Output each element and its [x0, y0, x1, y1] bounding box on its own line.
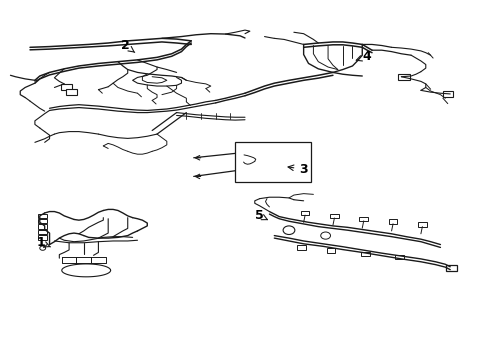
Bar — [443, 91, 453, 96]
Bar — [418, 222, 427, 226]
Circle shape — [283, 226, 295, 234]
Bar — [38, 225, 47, 229]
Bar — [38, 230, 47, 234]
Circle shape — [321, 232, 331, 239]
Bar — [235, 142, 311, 182]
Bar — [361, 252, 369, 256]
Bar — [359, 217, 368, 221]
Bar — [38, 219, 47, 224]
Bar — [297, 245, 306, 249]
Bar — [38, 235, 47, 239]
Bar — [395, 255, 404, 259]
Text: 4: 4 — [356, 50, 371, 63]
Text: 2: 2 — [121, 39, 135, 53]
Bar — [398, 74, 410, 80]
Text: 1: 1 — [36, 236, 50, 249]
Text: 3: 3 — [288, 163, 308, 176]
Bar — [389, 220, 397, 224]
Bar — [327, 248, 335, 253]
Circle shape — [40, 246, 46, 250]
Bar — [66, 89, 77, 95]
Bar — [61, 84, 72, 90]
Bar — [446, 265, 457, 271]
Bar — [301, 211, 310, 215]
Bar — [330, 214, 339, 218]
Bar — [38, 214, 47, 218]
Text: 5: 5 — [255, 210, 268, 222]
